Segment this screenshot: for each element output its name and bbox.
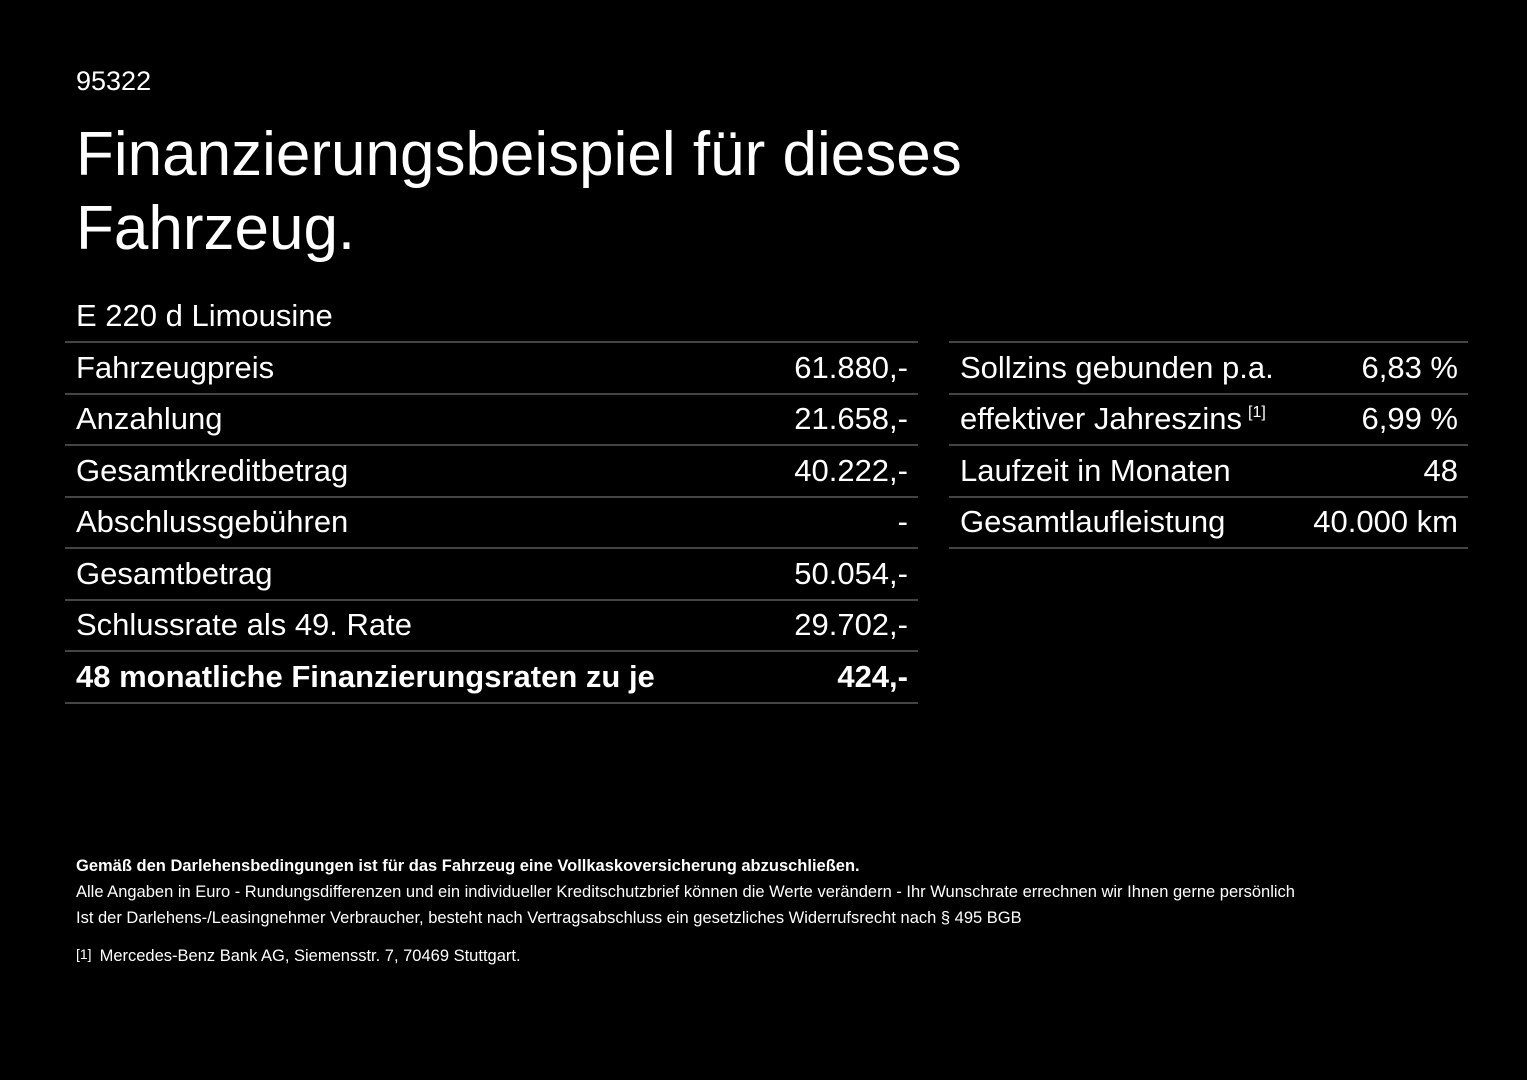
row-label: effektiver Jahreszins bbox=[960, 401, 1242, 437]
row-value: - bbox=[897, 504, 908, 540]
table-row: Schlussrate als 49. Rate 29.702,- bbox=[65, 601, 918, 652]
row-value: 61.880,- bbox=[794, 349, 908, 385]
footnote: [1] Mercedes-Benz Bank AG, Siemensstr. 7,… bbox=[76, 941, 1295, 969]
table-row: Sollzins gebunden p.a. 6,83 % bbox=[949, 343, 1468, 395]
row-label: 48 monatliche Finanzierungsraten zu je bbox=[76, 658, 655, 694]
footnote-ref: [1] bbox=[1248, 404, 1266, 422]
financing-table: Fahrzeugpreis 61.880,- Anzahlung 21.658,- … bbox=[65, 341, 918, 704]
monthly-rate-row: 48 monatliche Finanzierungsraten zu je 42… bbox=[65, 652, 918, 704]
interest-table: Sollzins gebunden p.a. 6,83 % effektiver … bbox=[949, 341, 1468, 549]
row-value: 424,- bbox=[837, 658, 908, 694]
table-row: effektiver Jahreszins [1] 6,99 % bbox=[949, 395, 1468, 446]
row-label: Gesamtkreditbetrag bbox=[76, 452, 349, 488]
row-value: 6,99 % bbox=[1361, 401, 1458, 437]
row-value: 50.054,- bbox=[794, 555, 908, 591]
row-label: Fahrzeugpreis bbox=[76, 349, 275, 385]
row-value: 6,83 % bbox=[1361, 349, 1458, 385]
legal-notes: Gemäß den Darlehensbedingungen ist für d… bbox=[76, 853, 1295, 969]
table-row: Gesamtbetrag 50.054,- bbox=[65, 549, 918, 601]
row-label: Anzahlung bbox=[76, 401, 223, 437]
footnote-marker: [1] bbox=[76, 946, 92, 962]
row-value: 40.222,- bbox=[794, 452, 908, 488]
note-line: Alle Angaben in Euro - Rundungsdifferenz… bbox=[76, 883, 1295, 901]
row-label: Sollzins gebunden p.a. bbox=[960, 349, 1274, 385]
table-row: Anzahlung 21.658,- bbox=[65, 395, 918, 446]
row-value: 48 bbox=[1423, 452, 1458, 488]
page-title: Finanzierungsbeispiel für dieses Fahrzeu… bbox=[76, 120, 962, 263]
table-row: Abschlussgebühren - bbox=[65, 498, 918, 549]
note-line: Ist der Darlehens-/Leasingnehmer Verbrau… bbox=[76, 909, 1022, 927]
row-value: 21.658,- bbox=[794, 401, 908, 437]
table-row: Gesamtkreditbetrag 40.222,- bbox=[65, 446, 918, 498]
row-label: Gesamtbetrag bbox=[76, 555, 273, 591]
row-label: Gesamtlaufleistung bbox=[960, 504, 1226, 540]
footnote-text: Mercedes-Benz Bank AG, Siemensstr. 7, 70… bbox=[99, 947, 521, 965]
row-label: Laufzeit in Monaten bbox=[960, 452, 1231, 488]
row-label: Abschlussgebühren bbox=[76, 504, 349, 540]
row-label: Schlussrate als 49. Rate bbox=[76, 607, 413, 643]
table-row: Gesamtlaufleistung 40.000 km bbox=[949, 498, 1468, 549]
table-row: Fahrzeugpreis 61.880,- bbox=[65, 343, 918, 395]
model-name: E 220 d Limousine bbox=[76, 298, 333, 333]
row-value: 29.702,- bbox=[794, 607, 908, 643]
insurance-note: Gemäß den Darlehensbedingungen ist für d… bbox=[76, 857, 860, 875]
offer-code: 95322 bbox=[76, 66, 152, 96]
table-row: Laufzeit in Monaten 48 bbox=[949, 446, 1468, 498]
row-value: 40.000 km bbox=[1313, 504, 1458, 540]
